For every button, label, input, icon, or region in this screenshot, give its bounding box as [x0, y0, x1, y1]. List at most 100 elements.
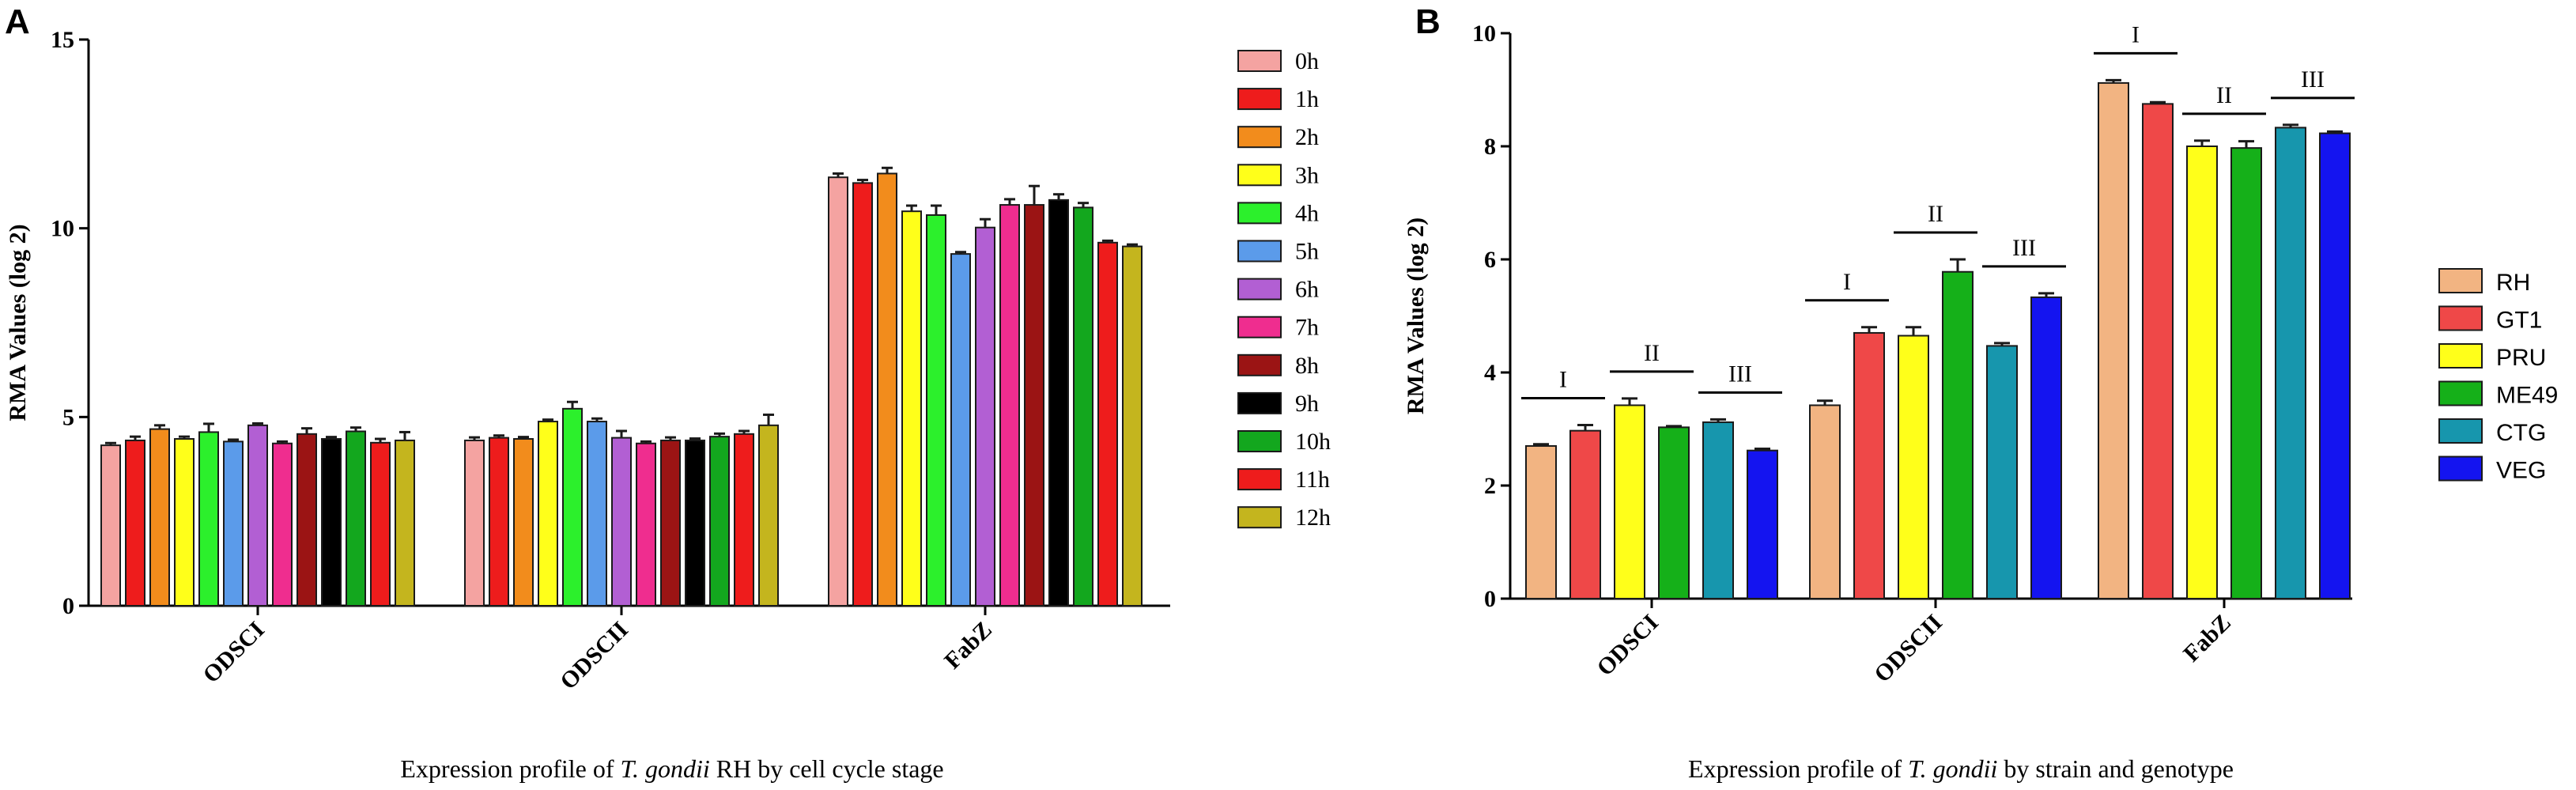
legend-swatch-me49 — [2438, 380, 2483, 406]
legend-swatch-gt1 — [2438, 305, 2483, 331]
legend-swatch-1h — [1237, 88, 1282, 111]
bar-me49-odsci — [1658, 426, 1690, 599]
y-tick-label: 2 — [1484, 473, 1496, 499]
x-tick-label-fabz: FabZ — [939, 617, 997, 675]
bar-pru-odsci — [1614, 404, 1645, 599]
bar-veg-odscii — [2030, 296, 2062, 599]
legend-label-gt1: GT1 — [2496, 308, 2542, 334]
bar-7h-odscii — [636, 442, 656, 607]
bar-11h-odsci — [370, 441, 391, 607]
bar-10h-odsci — [346, 430, 366, 607]
legend-label-10h: 10h — [1295, 429, 1331, 455]
caption-b: Expression profile of T. gondii by strai… — [1688, 754, 2234, 783]
bar-8h-odscii — [660, 439, 681, 607]
legend-swatch-6h — [1237, 278, 1282, 301]
legend-label-4h: 4h — [1295, 200, 1319, 226]
legend-swatch-11h — [1237, 468, 1282, 491]
chart-b: 0 2 4 6 8 10 RMA Values (log 2) ODSCI ODSCII FabZ… — [1403, 21, 2558, 687]
y-axis-label: RMA Values (log 2) — [5, 224, 31, 421]
y-tick-label: 10 — [1472, 21, 1496, 47]
legend-swatch-10h — [1237, 430, 1282, 452]
y-tick-label: 15 — [51, 27, 74, 53]
annotation-label-odsci: II — [1644, 340, 1660, 366]
bar-pru-odscii — [1898, 335, 1929, 599]
bar-me49-fabz — [2230, 147, 2262, 599]
y-tick-label: 0 — [62, 593, 74, 619]
bar-rh-fabz — [2098, 81, 2129, 600]
bar-gt1-fabz — [2142, 103, 2174, 599]
legend-swatch-9h — [1237, 391, 1282, 414]
legend-swatch-pru — [2438, 343, 2483, 369]
legend-label-rh: RH — [2496, 270, 2530, 296]
x-tick-label-odscii: ODSCII — [1869, 610, 1947, 688]
bar-gt1-odsci — [1569, 429, 1601, 600]
annotation-label-fabz: II — [2216, 82, 2232, 108]
legend-label-0h: 0h — [1295, 48, 1319, 74]
legend-swatch-12h — [1237, 506, 1282, 529]
bar-5h-odscii — [587, 421, 607, 607]
bar-7h-odsci — [272, 442, 293, 607]
bar-rh-odscii — [1809, 404, 1841, 599]
bar-2h-odscii — [513, 438, 534, 607]
y-tick-label: 4 — [1484, 360, 1496, 386]
annotation-label-fabz: I — [2132, 21, 2140, 47]
bar-4h-odsci — [198, 431, 219, 607]
bar-5h-fabz — [950, 253, 971, 607]
legend-swatch-ctg — [2438, 418, 2483, 444]
legend-label-me49: ME49 — [2496, 383, 2558, 409]
annotation-label-odscii: II — [1928, 201, 1943, 227]
legend-label-veg: VEG — [2496, 458, 2546, 484]
bar-9h-odsci — [321, 438, 342, 607]
legend-swatch-5h — [1237, 240, 1282, 263]
bar-ctg-odsci — [1702, 421, 1734, 599]
legend-swatch-rh — [2438, 268, 2483, 293]
bar-2h-fabz — [877, 172, 897, 607]
bar-me49-odscii — [1942, 270, 1974, 599]
bar-4h-fabz — [926, 214, 946, 607]
legend-swatch-7h — [1237, 316, 1282, 338]
bar-6h-odsci — [247, 424, 268, 607]
y-tick-label: 8 — [1484, 134, 1496, 160]
annotation-label-odsci: I — [1559, 366, 1567, 392]
legend-label-pru: PRU — [2496, 345, 2546, 371]
legend-label-12h: 12h — [1295, 505, 1331, 531]
bar-3h-odsci — [174, 438, 195, 607]
legend-label-8h: 8h — [1295, 353, 1319, 379]
bar-0h-odscii — [464, 439, 485, 607]
panel-label-a: A — [5, 2, 30, 41]
chart-a: 0 5 10 15 RMA Values (log 2) ODSCI ODSCII FabZ 0… — [5, 27, 1331, 694]
bar-12h-fabz — [1122, 245, 1143, 607]
legend-label-1h: 1h — [1295, 86, 1319, 112]
legend-swatch-8h — [1237, 353, 1282, 376]
bar-0h-odsci — [100, 444, 121, 607]
legend-label-6h: 6h — [1295, 277, 1319, 303]
bar-rh-odsci — [1525, 444, 1557, 600]
y-tick-label: 5 — [62, 404, 74, 430]
legend-label-2h: 2h — [1295, 124, 1319, 150]
bar-8h-fabz — [1024, 204, 1044, 607]
bar-ctg-fabz — [2275, 127, 2306, 599]
bar-7h-fabz — [999, 204, 1020, 607]
panel-label-b: B — [1415, 2, 1441, 41]
bar-8h-odsci — [297, 433, 317, 607]
bar-2h-odsci — [149, 428, 170, 607]
bar-veg-fabz — [2319, 132, 2351, 599]
annotation-label-odsci: III — [1728, 361, 1752, 387]
bar-ctg-odscii — [1986, 345, 2018, 599]
bar-gt1-odscii — [1853, 331, 1885, 599]
bar-0h-fabz — [828, 176, 848, 607]
bar-1h-odsci — [125, 439, 145, 607]
legend-label-ctg: CTG — [2496, 420, 2546, 446]
legend-swatch-4h — [1237, 202, 1282, 225]
legend-swatch-0h — [1237, 50, 1282, 72]
x-tick-label-odsci: ODSCI — [198, 617, 270, 689]
y-tick-label: 0 — [1484, 586, 1496, 612]
y-tick-label: 10 — [51, 216, 74, 242]
bar-3h-odscii — [538, 421, 558, 607]
bar-10h-odscii — [709, 436, 730, 607]
bar-4h-odscii — [562, 407, 583, 607]
legend-label-7h: 7h — [1295, 315, 1319, 341]
legend-swatch-3h — [1237, 164, 1282, 187]
bar-3h-fabz — [901, 210, 922, 607]
